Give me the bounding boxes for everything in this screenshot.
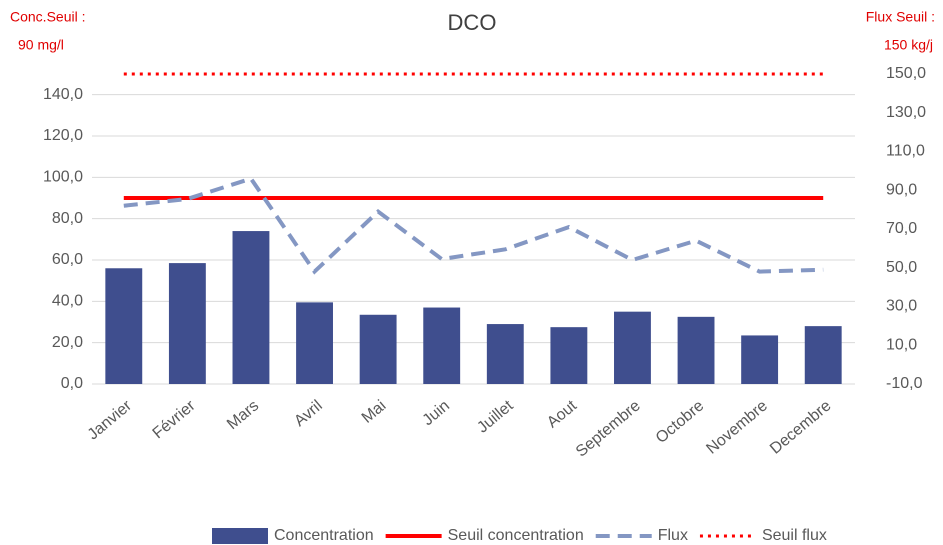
y-tick-label: 80,0: [52, 210, 83, 227]
y2-tick-label: 90,0: [886, 181, 917, 198]
bar: [677, 316, 715, 384]
bar: [550, 327, 588, 384]
chart-title: DCO: [448, 10, 497, 35]
bar: [486, 324, 524, 384]
bar: [614, 311, 651, 384]
bar: [232, 231, 270, 384]
y2-tick-label: 10,0: [886, 336, 917, 353]
y-tick-label: 0,0: [61, 375, 83, 392]
legend-swatch: [212, 528, 268, 544]
annotation: 150 kg/j: [884, 37, 933, 53]
x-tick-label: Mai: [359, 397, 390, 427]
bar: [105, 268, 143, 384]
x-tick-label: Juillet: [474, 397, 517, 437]
y-tick-label: 40,0: [52, 293, 83, 310]
x-tick-label: Février: [150, 397, 200, 442]
legend-label: Seuil flux: [762, 527, 827, 544]
x-tick-label: Septembre: [573, 397, 644, 460]
y2-tick-label: 150,0: [886, 65, 926, 82]
y2-tick-label: -10,0: [886, 375, 923, 392]
legend-label: Concentration: [274, 527, 374, 544]
bar: [168, 263, 206, 384]
x-tick-label: Avril: [291, 397, 326, 430]
x-tick-label: Janvier: [85, 397, 136, 444]
annotation: 90 mg/l: [18, 37, 64, 53]
y-tick-label: 120,0: [43, 127, 83, 144]
bar: [804, 326, 842, 384]
x-tick-label: Mars: [224, 397, 262, 433]
legend-label: Flux: [658, 527, 688, 544]
y2-tick-label: 50,0: [886, 259, 917, 276]
x-tick-label: Aout: [544, 397, 581, 432]
x-tick-label: Juin: [420, 397, 453, 429]
x-tick-label: Novembre: [703, 397, 771, 458]
y2-tick-label: 130,0: [886, 104, 926, 121]
annotation: Conc.Seuil :: [10, 9, 85, 25]
y-tick-label: 60,0: [52, 251, 83, 268]
bar: [423, 307, 461, 384]
y2-tick-label: 70,0: [886, 220, 917, 237]
y-tick-label: 20,0: [52, 334, 83, 351]
legend-label: Seuil concentration: [448, 527, 584, 544]
y-tick-label: 100,0: [43, 169, 83, 186]
y-tick-label: 140,0: [43, 86, 83, 103]
bar: [296, 302, 333, 384]
x-tick-label: Octobre: [653, 397, 708, 447]
bar: [741, 335, 779, 384]
bar: [359, 314, 397, 384]
y2-tick-label: 30,0: [886, 298, 917, 315]
y2-tick-label: 110,0: [886, 143, 925, 160]
series-line: [123, 176, 824, 275]
x-tick-label: Decembre: [767, 397, 835, 458]
annotation: Flux Seuil :: [866, 9, 935, 25]
